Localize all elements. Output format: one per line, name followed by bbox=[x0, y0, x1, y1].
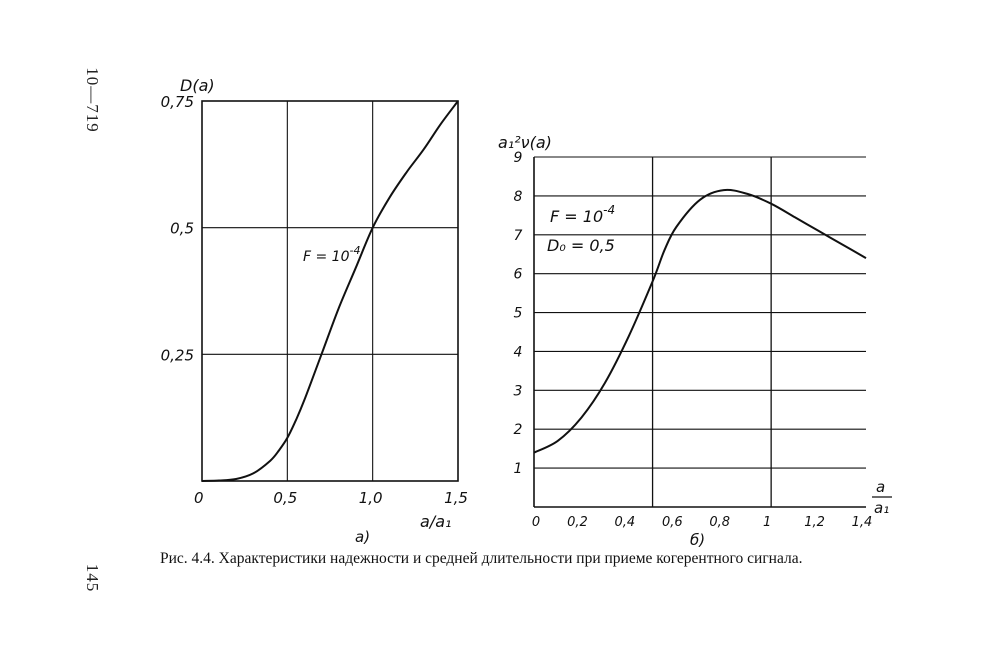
chart-b-x-tick-label: 1,2 bbox=[804, 515, 825, 530]
svg-text:a₁: a₁ bbox=[874, 499, 889, 517]
chart-a-series-line bbox=[201, 100, 459, 482]
chart-b-y-tick-label: 7 bbox=[514, 228, 523, 244]
chart-a-x-tick-label: 1,0 bbox=[359, 489, 383, 507]
chart-b-series-line bbox=[533, 188, 867, 454]
chart-a-annotation: F = 10-4 bbox=[303, 244, 360, 265]
chart-b-x-tick-label: 0 bbox=[532, 515, 540, 530]
chart-b-xlabel: a a₁ bbox=[872, 478, 892, 517]
chart-b-x-tick-label: 0,2 bbox=[567, 515, 588, 530]
chart-a-plot-frame bbox=[201, 100, 459, 482]
chart-b-x-tick-label: 1 bbox=[763, 515, 771, 530]
chart-b-y-tick-label: 6 bbox=[514, 267, 523, 283]
chart-a-ylabel: D(a) bbox=[180, 76, 215, 95]
chart-a-x-tick-label: 1,5 bbox=[444, 489, 468, 507]
chart-b-y-tick-label: 5 bbox=[514, 306, 523, 322]
chart-b-y-tick-label: 3 bbox=[514, 383, 523, 399]
chart-b-x-tick-label: 0,8 bbox=[709, 515, 730, 530]
chart-b-y-tick-label: 2 bbox=[514, 422, 523, 438]
chart-a-y-tick-label: 0,75 bbox=[161, 93, 194, 111]
chart-b-x-tick-label: 0,4 bbox=[615, 515, 636, 530]
chart-a-xlabel: a/a₁ bbox=[420, 512, 451, 531]
chart-b: a₁²ν(a) 1 2 3 4 5 6 7 8 9 0 0,2 0,4 0,6 0,8 1 1,2 1,4 a… bbox=[498, 133, 892, 549]
chart-a-y-tick-label: 0,25 bbox=[161, 346, 194, 364]
chart-a: D(a) 0,25 0,5 0,75 0 0,5 1,0 1,5 a/a₁ а) F = … bbox=[161, 76, 468, 546]
chart-a-grid bbox=[202, 101, 458, 481]
chart-b-x-tick-label: 1,4 bbox=[852, 515, 873, 530]
chart-b-y-tick-label: 4 bbox=[514, 344, 523, 360]
chart-b-annotation-f: F = 10-4 bbox=[550, 203, 615, 226]
chart-b-y-tick-label: 8 bbox=[514, 189, 523, 205]
chart-a-x-tick-label: 0,5 bbox=[273, 489, 297, 507]
chart-b-grid bbox=[534, 156, 866, 507]
chart-b-panel-label: б) bbox=[690, 531, 705, 549]
chart-b-x-tick-label: 0,6 bbox=[662, 515, 683, 530]
chart-a-panel-label: а) bbox=[355, 528, 370, 546]
chart-b-ylabel: a₁²ν(a) bbox=[498, 133, 552, 152]
chart-b-y-tick-label: 9 bbox=[514, 150, 523, 166]
svg-text:a: a bbox=[876, 478, 885, 496]
chart-a-y-tick-label: 0,5 bbox=[170, 220, 194, 238]
chart-a-x-tick-label: 0 bbox=[194, 489, 204, 507]
chart-b-annotation-d0: D₀ = 0,5 bbox=[547, 236, 615, 255]
figure-caption: Рис. 4.4. Характеристики надежности и ср… bbox=[160, 550, 803, 567]
chart-b-y-tick-label: 1 bbox=[514, 461, 523, 477]
